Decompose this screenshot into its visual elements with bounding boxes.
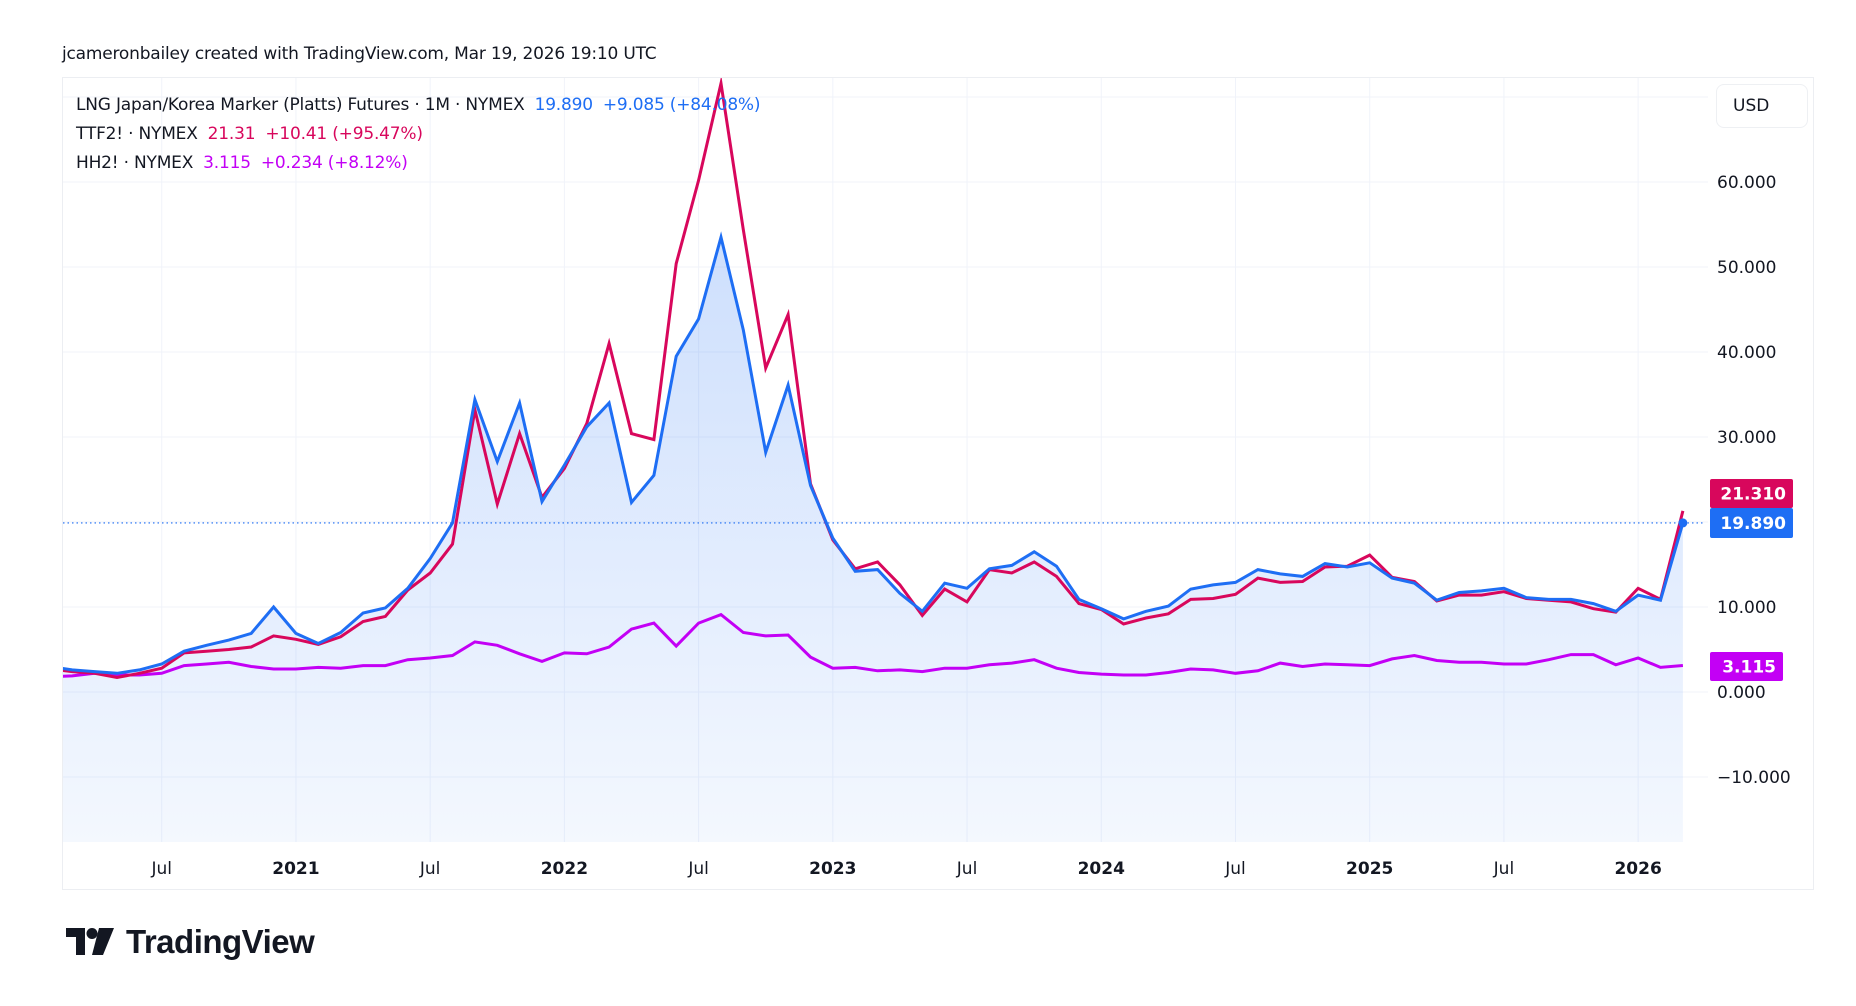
series-area-0: [63, 237, 1683, 842]
x-tick-label: 2025: [1346, 859, 1393, 879]
y-tick-label: 50.000: [1717, 258, 1776, 278]
y-tick-label: −10.000: [1717, 768, 1791, 788]
x-tick-label: Jul: [1224, 859, 1246, 879]
series-layer: [63, 78, 1705, 842]
legend-name: HH2! · NYMEX: [76, 153, 194, 173]
currency-button[interactable]: USD: [1716, 84, 1808, 128]
y-axis: 60.000 50.000 40.000 30.000 10.000 0.000 −10.0…: [1717, 173, 1791, 788]
tradingview-logo-icon: [66, 928, 114, 955]
legend: LNG Japan/Korea Marker (Platts) Futures …: [76, 91, 770, 178]
price-label-bg: [1710, 652, 1783, 681]
legend-value: 19.890: [534, 95, 593, 115]
x-tick-label: 2023: [809, 859, 856, 879]
x-tick-label: Jul: [419, 859, 441, 879]
legend-row-lng[interactable]: LNG Japan/Korea Marker (Platts) Futures …: [76, 91, 770, 120]
price-label: 19.890: [1720, 514, 1786, 534]
series-line-hh2-: [63, 612, 1684, 678]
price-labels: 21.310 19.890 3.115: [1710, 479, 1793, 681]
x-tick-label: 2021: [272, 859, 319, 879]
price-label-bg: [1710, 508, 1793, 538]
last-point-marker: [1678, 518, 1688, 528]
x-tick-label: 2026: [1614, 859, 1661, 879]
legend-row-hh[interactable]: HH2! · NYMEX 3.115 +0.234 (+8.12%): [76, 149, 770, 178]
legend-change: +0.234 (+8.12%): [260, 153, 408, 173]
x-tick-label: 2022: [541, 859, 588, 879]
legend-value: 21.31: [207, 124, 256, 144]
chart-frame: [62, 77, 1814, 890]
price-label-bg: [1710, 479, 1793, 508]
x-tick-label: Jul: [956, 859, 978, 879]
x-tick-label: Jul: [687, 859, 709, 879]
price-label: 3.115: [1722, 658, 1776, 678]
y-tick-label: 0.000: [1717, 683, 1766, 703]
y-tick-label: 30.000: [1717, 428, 1776, 448]
legend-change: +10.41 (+95.47%): [265, 124, 423, 144]
price-label: 21.310: [1720, 485, 1786, 505]
series-line-lng-japan-korea-marker-platts-futures: [63, 231, 1685, 675]
x-tick-label: Jul: [150, 859, 172, 879]
x-axis: Jul 2021 Jul 2022 Jul 2023 Jul 2024 Jul 2025 Jul 20…: [150, 859, 1661, 879]
y-tick-label: 10.000: [1717, 598, 1776, 618]
legend-row-ttf[interactable]: TTF2! · NYMEX 21.31 +10.41 (+95.47%): [76, 120, 770, 149]
x-tick-label: Jul: [1493, 859, 1515, 879]
x-tick-label: 2024: [1078, 859, 1125, 879]
logo-text: TradingView: [126, 923, 315, 960]
legend-value: 3.115: [203, 153, 251, 173]
y-tick-label: 60.000: [1717, 173, 1776, 193]
legend-name: LNG Japan/Korea Marker (Platts) Futures …: [76, 95, 525, 115]
y-tick-label: 40.000: [1717, 343, 1776, 363]
attribution-text: jcameronbailey created with TradingView.…: [62, 44, 657, 64]
tradingview-logo[interactable]: TradingView: [66, 923, 315, 960]
legend-name: TTF2! · NYMEX: [76, 124, 198, 144]
legend-change: +9.085 (+84.08%): [602, 95, 761, 115]
